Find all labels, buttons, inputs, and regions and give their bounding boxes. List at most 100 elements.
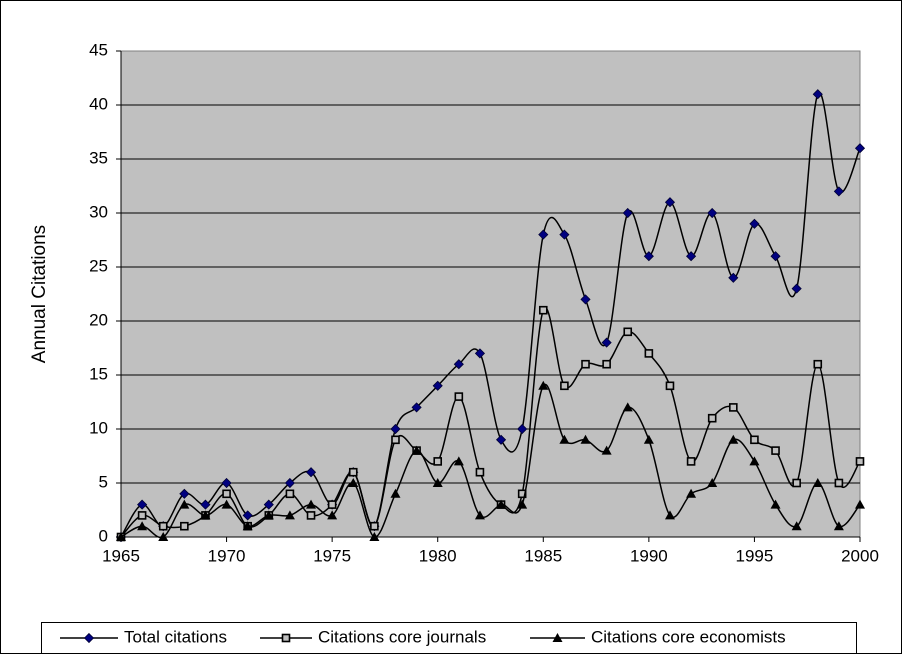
data-point bbox=[517, 489, 527, 499]
data-point bbox=[242, 510, 253, 521]
data-point bbox=[263, 499, 274, 510]
data-point bbox=[622, 402, 633, 412]
data-point bbox=[453, 456, 464, 466]
data-point bbox=[370, 521, 379, 531]
data-point bbox=[707, 413, 717, 423]
data-point bbox=[770, 251, 781, 262]
legend-label: Citations core journals bbox=[318, 627, 486, 646]
x-tick-label: 1985 bbox=[524, 546, 562, 565]
data-point bbox=[791, 521, 802, 531]
data-point bbox=[749, 218, 760, 229]
y-tick-label: 0 bbox=[99, 526, 108, 545]
data-point bbox=[644, 349, 654, 358]
data-point bbox=[453, 359, 464, 370]
y-tick-label: 40 bbox=[89, 94, 108, 113]
legend-marker bbox=[281, 633, 291, 643]
y-tick-label: 15 bbox=[89, 364, 108, 383]
data-point bbox=[180, 521, 189, 531]
data-point bbox=[855, 499, 865, 509]
x-tick-label: 1965 bbox=[102, 546, 140, 565]
data-point bbox=[284, 510, 295, 520]
data-point bbox=[707, 478, 718, 487]
legend-label: Citations core economists bbox=[591, 627, 786, 646]
y-tick-label: 25 bbox=[89, 256, 108, 275]
data-point bbox=[391, 435, 400, 445]
data-point bbox=[854, 143, 866, 154]
data-point bbox=[517, 423, 528, 435]
data-point bbox=[158, 521, 168, 531]
data-point bbox=[432, 478, 443, 487]
data-point bbox=[834, 478, 844, 488]
x-tick-label: 1990 bbox=[630, 546, 668, 565]
x-tick-label: 1975 bbox=[313, 546, 351, 565]
data-point bbox=[559, 434, 570, 444]
data-point bbox=[729, 403, 738, 412]
x-tick-label: 1970 bbox=[208, 546, 246, 565]
data-point bbox=[432, 380, 443, 391]
data-point bbox=[792, 478, 801, 488]
y-tick-label: 30 bbox=[89, 202, 108, 221]
x-tick-label: 1995 bbox=[736, 546, 774, 565]
data-point bbox=[728, 434, 739, 444]
data-point bbox=[179, 499, 190, 509]
data-point bbox=[433, 457, 443, 466]
legend bbox=[41, 622, 857, 654]
data-point bbox=[242, 521, 253, 531]
data-point bbox=[580, 434, 591, 444]
data-point bbox=[770, 499, 781, 509]
data-point bbox=[728, 272, 739, 283]
data-point bbox=[327, 500, 337, 509]
data-point bbox=[285, 489, 295, 499]
data-point bbox=[855, 457, 865, 466]
data-point bbox=[348, 478, 359, 487]
data-point bbox=[813, 359, 823, 369]
data-point bbox=[601, 445, 612, 455]
data-point bbox=[601, 337, 612, 348]
data-point bbox=[390, 423, 401, 435]
data-point bbox=[686, 488, 697, 498]
data-point bbox=[116, 532, 126, 541]
data-point bbox=[475, 467, 485, 477]
data-point bbox=[538, 380, 549, 390]
data-point bbox=[454, 392, 464, 401]
data-point bbox=[559, 229, 570, 240]
data-point bbox=[222, 489, 231, 499]
data-point bbox=[622, 207, 633, 219]
data-point bbox=[707, 207, 718, 219]
data-point bbox=[538, 229, 549, 240]
data-point bbox=[137, 521, 148, 531]
legend-marker bbox=[83, 632, 95, 644]
data-point bbox=[833, 521, 844, 531]
y-axis-label: Annual Citations bbox=[29, 225, 50, 363]
data-point bbox=[474, 348, 486, 359]
y-tick-label: 45 bbox=[89, 40, 108, 59]
data-point bbox=[833, 186, 844, 197]
data-point bbox=[369, 532, 380, 541]
data-point bbox=[137, 511, 147, 520]
y-tick-label: 35 bbox=[89, 148, 108, 167]
plot-area bbox=[120, 50, 861, 538]
data-point bbox=[411, 402, 422, 413]
data-point bbox=[179, 488, 190, 499]
data-point bbox=[749, 456, 760, 466]
data-point bbox=[686, 457, 696, 466]
data-point bbox=[643, 251, 654, 262]
data-point bbox=[602, 359, 611, 369]
data-point bbox=[327, 510, 338, 520]
data-point bbox=[664, 510, 675, 520]
x-tick-label: 2000 bbox=[841, 546, 879, 565]
data-point bbox=[665, 381, 675, 391]
data-point bbox=[306, 511, 316, 520]
data-point bbox=[643, 434, 654, 444]
data-point bbox=[474, 510, 485, 520]
data-point bbox=[623, 327, 633, 337]
data-point bbox=[200, 499, 211, 510]
data-point bbox=[495, 434, 507, 445]
x-tick-label: 1980 bbox=[419, 546, 457, 565]
legend-marker bbox=[552, 633, 563, 642]
data-point bbox=[496, 499, 507, 509]
data-point bbox=[284, 477, 295, 489]
legend-label: Total citations bbox=[124, 627, 227, 646]
data-point bbox=[348, 467, 358, 477]
data-point bbox=[158, 532, 169, 541]
